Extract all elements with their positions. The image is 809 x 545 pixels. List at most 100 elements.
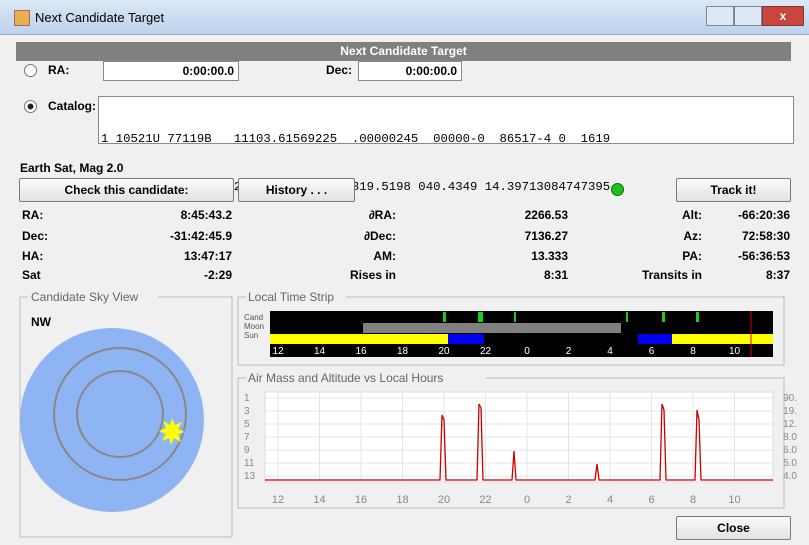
hour-label: 10 (728, 494, 740, 506)
info-label: Transits in (641, 268, 702, 282)
strip-hour: 12 (272, 346, 284, 357)
strip-hour: 10 (729, 346, 741, 357)
strip-row-label: Moon (244, 322, 264, 331)
close-window-button[interactable]: x (762, 6, 804, 26)
twilight-bar (638, 334, 672, 344)
info-label: ∂RA: (368, 208, 396, 222)
hour-label: 14 (313, 494, 325, 506)
info-value: 2266.53 (524, 208, 568, 222)
cand-mark (696, 312, 699, 322)
info-value: 13:47:17 (183, 249, 232, 263)
catalog-line: 1 10521U 77119B 11103.61569225 .00000245… (101, 132, 611, 146)
strip-hour: 0 (524, 346, 530, 357)
history-button[interactable]: History . . . (238, 178, 355, 202)
sky-title: Candidate Sky View (31, 290, 139, 304)
hour-label: 8 (690, 494, 696, 506)
maximize-button[interactable] (734, 6, 762, 26)
strip-title: Local Time Strip (248, 290, 334, 304)
left-tick: 11 (244, 458, 255, 469)
header: Next Candidate Target (16, 42, 791, 61)
hour-label: 16 (355, 494, 367, 506)
strip-hour: 8 (690, 346, 696, 357)
sky-ring (76, 370, 164, 458)
sky-title-bg (28, 290, 158, 304)
info-value: -2:29 (203, 268, 232, 282)
ra-label: RA: (48, 63, 70, 77)
info-value: 8:31 (543, 268, 568, 282)
info-label: AM: (373, 249, 396, 263)
sun-icon (159, 418, 185, 445)
left-tick: 3 (244, 406, 250, 417)
ra-radio[interactable] (24, 64, 37, 77)
left-tick: 5 (244, 419, 250, 430)
cand-mark (662, 312, 665, 322)
dec-label: Dec: (326, 63, 353, 77)
check-button[interactable]: Check this candidate: (19, 178, 234, 202)
app-icon (14, 10, 30, 26)
sun-bar (270, 334, 448, 344)
info-label: Alt: (682, 208, 702, 222)
sun-bar (672, 334, 773, 344)
info-label: ∂Dec: (364, 229, 396, 243)
minimize-button[interactable] (706, 6, 734, 26)
info-label: Sat (22, 268, 41, 282)
hour-label: 2 (565, 494, 571, 506)
catalog-radio[interactable] (24, 100, 37, 113)
track-button[interactable]: Track it! (676, 178, 791, 202)
moon-bar (363, 323, 621, 333)
info-label: Dec: (22, 229, 49, 243)
right-tick: 90. (783, 393, 797, 404)
title-bar (0, 0, 809, 35)
strip-hour: 2 (566, 346, 572, 357)
airmass-curve (265, 403, 773, 481)
info-value: 8:37 (765, 268, 790, 282)
info-value: 7136.27 (524, 229, 568, 243)
right-tick: 19. (783, 406, 797, 417)
strip-title-bg (246, 290, 346, 304)
dec-input[interactable]: 0:00:00.0 (358, 61, 462, 81)
hour-label: 20 (438, 494, 450, 506)
airmass-title: Air Mass and Altitude vs Local Hours (248, 371, 443, 385)
sky-direction: NW (31, 315, 52, 329)
sky-ring (53, 347, 187, 481)
ra-input[interactable]: 0:00:00.0 (103, 61, 239, 81)
status-light (611, 183, 624, 196)
strip-hour: 6 (649, 346, 655, 357)
strip-row-label: Cand (244, 313, 263, 322)
hour-label: 0 (524, 494, 530, 506)
window-title: Next Candidate Target (35, 10, 165, 25)
info-value: -66:20:36 (737, 208, 790, 222)
info-label: RA: (22, 208, 44, 222)
cand-mark (478, 312, 483, 322)
strip-frame (237, 296, 785, 366)
right-tick: 5.0 (783, 458, 797, 469)
close-button[interactable]: Close (676, 516, 791, 540)
hour-label: 22 (479, 494, 491, 506)
twilight-bar (448, 334, 484, 344)
cand-mark (514, 312, 516, 322)
info-label: PA: (682, 249, 702, 263)
right-tick: 4.0 (783, 471, 797, 482)
object-label: Earth Sat, Mag 2.0 (20, 161, 124, 175)
right-tick: 6.0 (783, 445, 797, 456)
info-value: 13.333 (531, 249, 568, 263)
info-label: Az: (683, 229, 702, 243)
info-value: -56:36:53 (737, 249, 790, 263)
left-tick: 13 (244, 471, 256, 482)
hour-label: 12 (272, 494, 284, 506)
airmass-frame (237, 377, 785, 509)
hour-label: 4 (607, 494, 613, 506)
right-tick: 8.0 (783, 432, 797, 443)
left-tick: 7 (244, 432, 250, 443)
info-label: HA: (22, 249, 44, 263)
info-value: -31:42:45.9 (169, 229, 232, 243)
cand-mark (443, 312, 446, 322)
strip-row-label: Sun (244, 331, 258, 340)
right-tick: 12. (783, 419, 797, 430)
catalog-label: Catalog: (48, 99, 96, 113)
strip-hour: 14 (314, 346, 326, 357)
left-tick: 1 (244, 393, 250, 404)
strip-hour: 4 (607, 346, 613, 357)
